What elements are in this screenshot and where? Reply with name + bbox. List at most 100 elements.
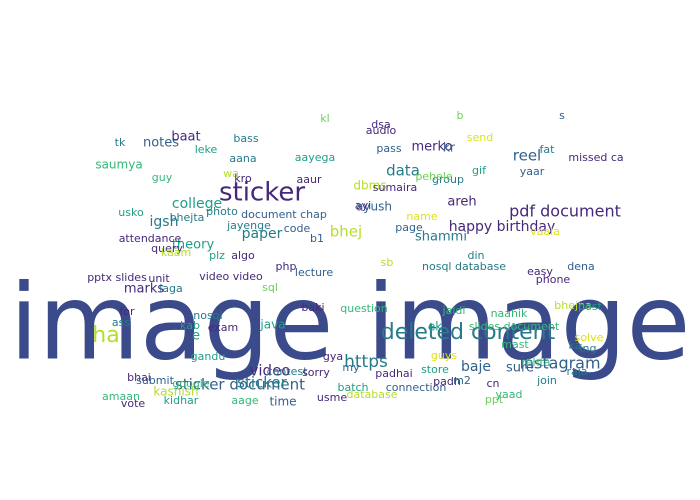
cloud-word: join (536, 374, 557, 387)
cloud-word: ayi (355, 199, 371, 212)
cloud-word: vote (121, 397, 146, 410)
cloud-word: batch (337, 381, 368, 394)
cloud-word: page (395, 221, 423, 234)
cloud-word: deleted content (381, 320, 556, 345)
cloud-word: aana (229, 152, 256, 165)
cloud-word: sb (381, 256, 394, 269)
cloud-word: sticker (219, 178, 305, 208)
cloud-word: tk (115, 136, 126, 149)
cloud-word: b1 (310, 232, 324, 245)
cloud-word: yaar (520, 165, 545, 178)
cloud-word: mast (501, 338, 529, 351)
cloud-word: dbms (353, 179, 386, 193)
cloud-word: nosql database (422, 260, 506, 273)
cloud-word: ha (92, 323, 119, 348)
cloud-word: college (172, 196, 222, 212)
cloud-word: group (432, 173, 464, 186)
cloud-word: attendance (119, 232, 182, 245)
cloud-word: plz (209, 249, 225, 262)
cloud-word: guy (152, 171, 173, 184)
cloud-word: m2 (453, 374, 471, 387)
cloud-word: sql (262, 281, 278, 294)
cloud-word: notes (143, 136, 179, 151)
cloud-word: photo (206, 205, 238, 218)
cloud-word: s (559, 109, 565, 122)
cloud-word: kaam (161, 246, 191, 259)
cloud-word: aage (231, 394, 258, 407)
cloud-word: rehta (521, 356, 550, 369)
cloud-word: bhej (330, 223, 362, 241)
cloud-word: guys (431, 349, 457, 362)
cloud-word: store (421, 363, 449, 376)
cloud-word: for (119, 305, 135, 318)
cloud-word: name (406, 210, 437, 223)
cloud-word: database (347, 388, 398, 401)
cloud-word: my (342, 361, 360, 374)
cloud-word: fat (540, 143, 556, 156)
cloud-word: exam (208, 321, 239, 334)
cloud-word: areh (447, 195, 476, 210)
cloud-word: bass (233, 132, 258, 145)
cloud-word: sticker (237, 374, 287, 392)
cloud-word: kidhar (164, 394, 199, 407)
cloud-word: jayenge (226, 219, 271, 232)
cloud-word: instagram (519, 354, 600, 373)
cloud-word: saumya (95, 158, 142, 172)
cloud-word: gif (472, 164, 487, 177)
cloud-word: pdf document (509, 202, 621, 221)
cloud-word: bhejna (554, 299, 592, 312)
cloud-word: submit (136, 374, 174, 387)
cloud-word: video video (199, 270, 263, 283)
cloud-word: ass (112, 316, 130, 329)
cloud-word: kab (180, 319, 200, 332)
cloud-word: usko (118, 206, 144, 219)
cloud-word: slides document (469, 320, 560, 333)
cloud-word: paper (242, 226, 283, 242)
cloud-word: aaur (297, 173, 322, 186)
cloud-word: gandu (191, 350, 226, 363)
cloud-word: java (259, 318, 285, 332)
cloud-word: igsh (150, 214, 179, 230)
cloud-word: cn (486, 377, 499, 390)
cloud-word: wa (223, 167, 239, 180)
cloud-word: dena (567, 260, 594, 273)
cloud-word: amaan (102, 390, 140, 403)
cloud-word: yaad (496, 388, 523, 401)
cloud-word: missed ca (568, 151, 623, 164)
cloud-word: ek (428, 320, 442, 334)
cloud-word: ing (579, 342, 596, 355)
cloud-word: connection (386, 381, 447, 394)
cloud-word: contest (267, 365, 309, 378)
cloud-word: bhai (127, 371, 151, 384)
cloud-word: ka (569, 339, 582, 352)
cloud-word: kashish (153, 385, 198, 399)
cloud-word: vaala (530, 225, 560, 238)
cloud-word: b (457, 109, 464, 122)
cloud-word: dsa (371, 118, 390, 131)
cloud-word: baje (461, 359, 491, 375)
cloud-word: jaldi (442, 304, 466, 317)
cloud-word: bhejta (170, 211, 205, 224)
cloud-word: ppt (485, 393, 504, 406)
cloud-word: marks (124, 282, 165, 297)
cloud-word: sumaira (373, 181, 417, 194)
cloud-word: kro (234, 172, 252, 185)
cloud-word: reel (513, 147, 541, 165)
cloud-word: kr (443, 141, 455, 155)
cloud-word: sticker document (175, 376, 305, 394)
cloud-word: video (250, 362, 291, 380)
cloud-word: php (276, 260, 297, 273)
cloud-word: merko (411, 140, 452, 155)
cloud-word: e (192, 329, 200, 344)
cloud-word: padh (433, 375, 461, 388)
cloud-word: code (284, 222, 311, 235)
cloud-word: naahik (491, 307, 528, 320)
cloud-word: laga (159, 282, 183, 295)
cloud-word: shammi (415, 230, 467, 245)
cloud-word: pptx slides (87, 271, 147, 284)
cloud-word: theory (172, 238, 215, 253)
cloud-word: sorry (302, 366, 330, 379)
cloud-word: time (269, 395, 296, 409)
cloud-word: sure (506, 361, 534, 376)
cloud-word: aayega (295, 151, 335, 164)
